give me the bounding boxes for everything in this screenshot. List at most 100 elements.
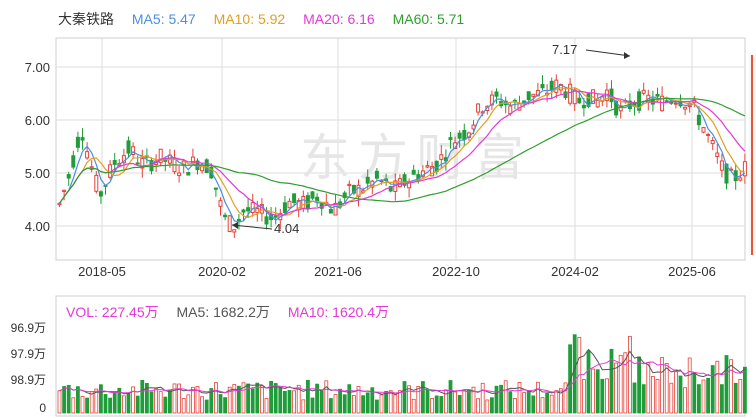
candle-body <box>75 136 80 148</box>
candle-body <box>494 91 499 97</box>
volume-bar <box>545 392 549 414</box>
volume-bar <box>499 384 504 414</box>
candle-body <box>62 189 67 193</box>
volume-bar <box>623 352 628 414</box>
volume-bar <box>103 394 108 414</box>
legend-ma20: MA20: 6.16 <box>303 11 375 27</box>
volume-bar <box>287 390 292 414</box>
volume-bar <box>250 388 255 414</box>
volume-bar <box>301 399 306 414</box>
candle-body <box>365 176 370 184</box>
volume-bar <box>278 387 283 414</box>
candle-body <box>351 184 356 194</box>
chart-title: 大秦铁路 <box>58 11 114 27</box>
volume-bar <box>190 386 195 414</box>
candle-body <box>273 215 278 218</box>
candle-body <box>57 202 62 206</box>
candle-body <box>411 169 416 175</box>
volume-bar <box>246 383 251 414</box>
volume-bar <box>724 355 729 414</box>
y-tick-label: 7.00 <box>25 60 50 75</box>
candle-body <box>282 202 287 214</box>
annotation-low-arrow <box>231 224 273 230</box>
volume-bar <box>522 392 526 414</box>
candle-body <box>655 93 660 97</box>
volume-bar <box>282 390 287 414</box>
volume-bar <box>563 382 568 414</box>
volume-bar <box>609 348 614 414</box>
volume-bar <box>144 383 149 414</box>
candle-body <box>696 114 701 126</box>
candle-body <box>568 83 573 104</box>
volume-bar <box>319 390 324 414</box>
volume-bar <box>117 387 122 414</box>
volume-bar <box>402 381 407 414</box>
volume-bar <box>140 379 145 414</box>
candle-body <box>135 162 140 165</box>
volume-bar <box>618 354 623 414</box>
volume-bar <box>669 382 674 414</box>
volume-bar <box>379 394 384 414</box>
legend-row: 大秦铁路 MA5: 5.47 MA10: 5.92 MA20: 6.16 MA6… <box>58 11 464 27</box>
volume-bar <box>204 399 209 414</box>
candle-body <box>664 100 669 103</box>
legend-vol-ma5: MA5: 1682.2万 <box>177 304 270 320</box>
volume-bar <box>296 384 301 414</box>
volume-legend: VOL: 227.45万 MA5: 1682.2万 MA10: 1620.4万 <box>66 304 389 320</box>
volume-bar <box>508 391 513 414</box>
x-tick-label: 2021-06 <box>314 264 362 279</box>
volume-bar <box>310 397 315 414</box>
volume-bar <box>637 356 641 414</box>
volume-bar <box>485 399 490 414</box>
volume-bar <box>641 384 646 414</box>
candle-body <box>292 193 297 203</box>
volume-bar <box>135 395 140 414</box>
annotation-low-arrowhead <box>232 222 238 229</box>
volume-bar <box>494 385 499 414</box>
volume-bar <box>397 390 402 414</box>
volume-y-label: 96.9万 <box>11 321 46 335</box>
volume-bar <box>425 389 430 414</box>
volume-bar <box>361 395 366 414</box>
volume-bar <box>273 383 278 414</box>
candle-body <box>742 161 747 177</box>
candle-body <box>374 170 379 179</box>
x-tick-label: 2024-02 <box>551 264 599 279</box>
volume-bar <box>457 394 462 414</box>
candle-body <box>439 154 444 160</box>
volume-y-label: 97.9万 <box>11 347 46 361</box>
candle-body <box>250 202 255 214</box>
volume-bar <box>448 380 453 414</box>
x-tick-label: 2020-02 <box>198 264 246 279</box>
candle-body <box>388 186 393 192</box>
volume-bar <box>112 391 117 414</box>
time-axis-labels: 2018-05 2020-02 2021-06 2022-10 2024-02 … <box>78 264 716 279</box>
volume-bar <box>697 384 701 414</box>
volume-bar <box>62 386 66 414</box>
volume-bar <box>595 369 600 414</box>
volume-bar <box>476 398 481 414</box>
volume-bar <box>743 366 747 414</box>
candle-body <box>140 157 145 169</box>
candle-body <box>66 174 71 179</box>
candle-body <box>641 89 646 94</box>
volume-bars <box>57 334 747 414</box>
volume-bar <box>227 386 232 414</box>
candle-body <box>531 93 536 97</box>
x-tick-label: 2018-05 <box>78 264 126 279</box>
volume-bar <box>365 392 370 414</box>
candle-body <box>126 140 131 154</box>
volume-bar <box>526 390 531 414</box>
annotation-low-label: 4.04 <box>274 221 299 236</box>
volume-bar <box>347 384 352 414</box>
volume-bar <box>315 383 320 414</box>
volume-bar <box>356 386 361 414</box>
annotation-high: 7.17 <box>552 42 631 59</box>
volume-bar <box>420 381 425 414</box>
candle-body <box>342 192 347 199</box>
candle-body <box>402 174 407 186</box>
annotation-low: 4.04 <box>231 221 299 236</box>
watermark: 东方财富 <box>300 130 532 186</box>
candle-body <box>683 106 688 110</box>
volume-bar <box>126 392 131 414</box>
